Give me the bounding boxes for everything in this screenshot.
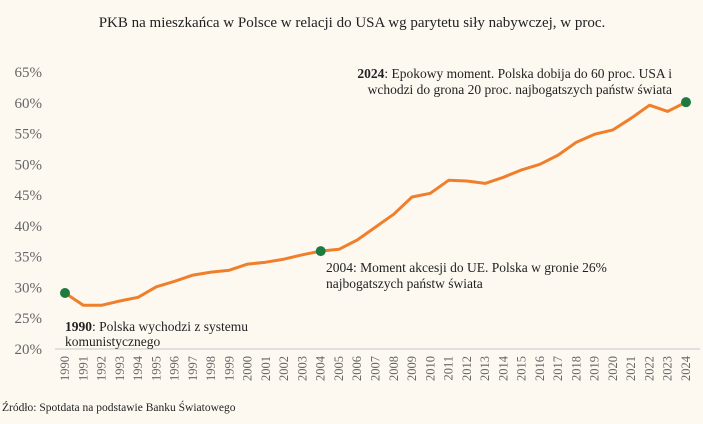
x-tick-label: 2009 (405, 356, 419, 381)
x-tick-label: 1993 (113, 356, 127, 381)
x-tick-label: 2008 (387, 356, 401, 381)
annotation-1990-line2: komunistycznego (65, 334, 160, 349)
x-tick-label: 2001 (259, 356, 273, 381)
annotation-2024-line2: wchodzi do grona 20 proc. najbogatszych … (368, 82, 672, 97)
x-tick-label: 2024 (679, 355, 693, 381)
x-tick-label: 2020 (606, 356, 620, 381)
x-tick-label: 1992 (95, 356, 109, 381)
x-tick-label: 2007 (369, 356, 383, 381)
y-tick-label: 25% (15, 311, 43, 327)
y-tick-label: 60% (15, 96, 43, 112)
marker-2024 (681, 97, 691, 108)
x-tick-label: 2010 (423, 356, 437, 381)
y-tick-label: 40% (15, 219, 43, 235)
x-tick-label: 2018 (569, 356, 583, 381)
annotation-2024: 2024: Epokowy moment. Polska dobija do 6… (357, 66, 672, 81)
x-tick-label: 1997 (186, 356, 200, 381)
x-tick-label: 2011 (442, 356, 456, 381)
x-tick-label: 2017 (551, 356, 565, 381)
y-tick-label: 35% (15, 250, 43, 266)
x-tick-label: 1999 (222, 356, 236, 381)
y-tick-label: 50% (15, 157, 43, 173)
annotation-2004-line2: najbogatszych państw świata (326, 276, 483, 291)
y-tick-label: 20% (15, 342, 43, 358)
x-tick-label: 1994 (131, 355, 145, 381)
x-tick-label: 1995 (149, 356, 163, 381)
chart-title: PKB na mieszkańca w Polsce w relacji do … (99, 15, 606, 31)
x-tick-label: 2015 (515, 356, 529, 381)
x-tick-label: 2012 (460, 356, 474, 381)
x-tick-label: 2022 (642, 356, 656, 381)
x-tick-label: 1990 (58, 356, 72, 381)
x-tick-label: 2000 (241, 356, 255, 381)
x-tick-label: 2014 (496, 355, 510, 381)
marker-2004 (315, 246, 326, 257)
x-tick-label: 2006 (350, 356, 364, 381)
x-tick-label: 1996 (168, 356, 182, 381)
x-tick-label: 2004 (314, 355, 328, 381)
x-tick-label: 2005 (332, 356, 346, 381)
annotation-2004: 2004: Moment akcesji do UE. Polska w gro… (326, 260, 607, 275)
y-tick-label: 30% (15, 280, 43, 296)
x-tick-label: 1991 (76, 356, 90, 381)
marker-1990 (60, 287, 70, 298)
x-tick-label: 2013 (478, 356, 492, 381)
x-tick-label: 2019 (588, 356, 602, 381)
x-tick-label: 2023 (661, 356, 675, 381)
x-tick-label: 2003 (295, 356, 309, 381)
source-note: Źródło: Spotdata na podstawie Banku Świa… (2, 400, 236, 414)
x-tick-label: 1998 (204, 356, 218, 381)
y-tick-label: 55% (15, 127, 43, 143)
series-line (64, 100, 687, 307)
y-tick-label: 65% (15, 65, 43, 81)
x-tick-label: 2016 (533, 356, 547, 381)
annotation-1990: 1990: Polska wychodzi z systemu (65, 319, 248, 334)
x-tick-label: 2021 (624, 356, 638, 381)
y-tick-label: 45% (15, 188, 43, 204)
x-tick-label: 2002 (277, 356, 291, 381)
